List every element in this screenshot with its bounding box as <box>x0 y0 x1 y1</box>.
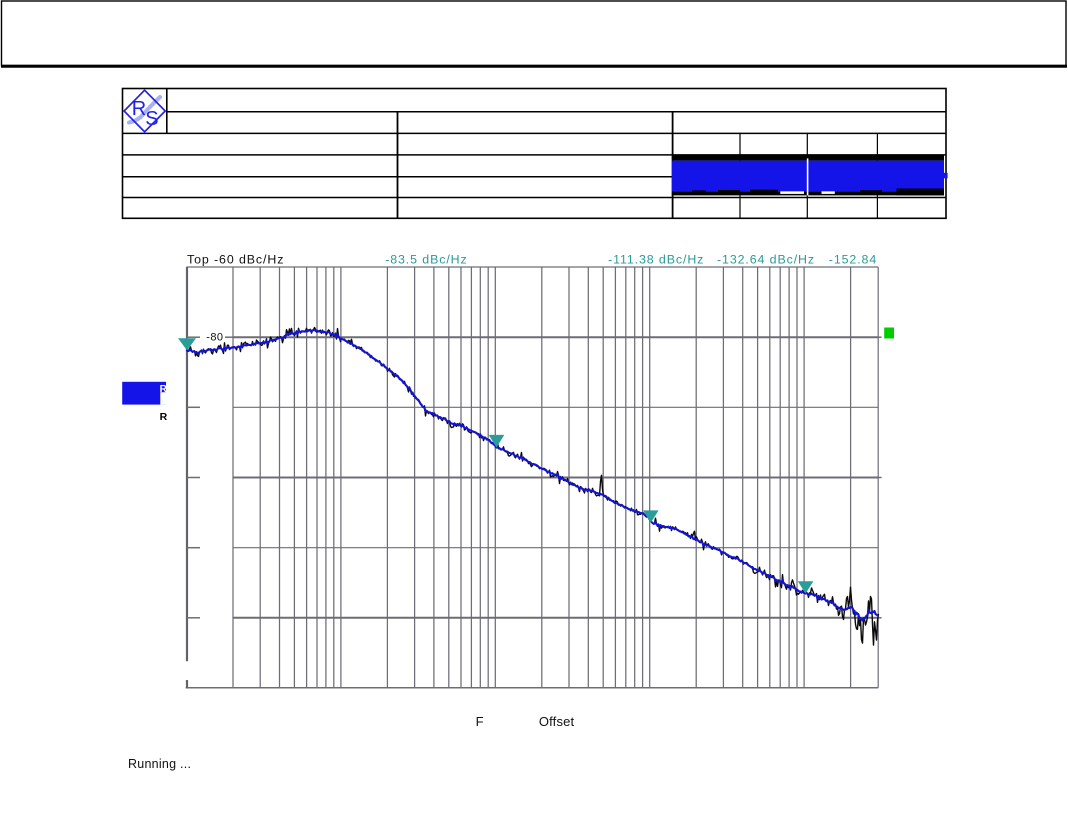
svg-text:Running ...: Running ... <box>128 757 191 771</box>
svg-text:Top -60 dBc/Hz: Top -60 dBc/Hz <box>187 253 284 267</box>
svg-text:-83.5 dBc/Hz: -83.5 dBc/Hz <box>385 253 467 267</box>
svg-text:-132.64 dBc/Hz: -132.64 dBc/Hz <box>717 253 815 267</box>
svg-text:R: R <box>132 98 146 120</box>
svg-text:R: R <box>160 384 168 395</box>
svg-text:-111.38 dBc/Hz: -111.38 dBc/Hz <box>608 253 704 267</box>
svg-text:F: F <box>476 714 484 729</box>
svg-text:Offset: Offset <box>539 714 575 729</box>
svg-text:S: S <box>145 108 158 130</box>
svg-text:-80: -80 <box>206 332 223 344</box>
svg-text:R: R <box>160 411 168 423</box>
svg-text:-152.84: -152.84 <box>829 253 877 267</box>
